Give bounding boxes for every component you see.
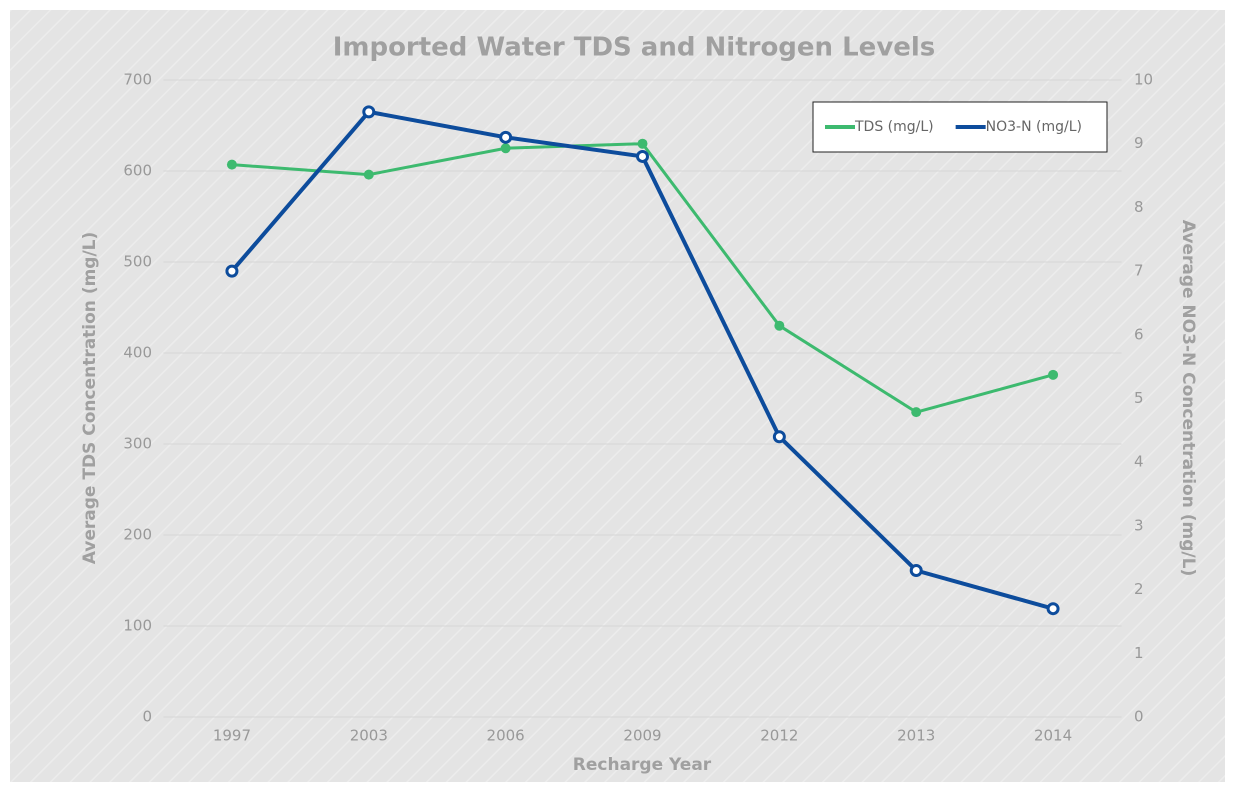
y2-tick-label: 8 [1134,198,1144,216]
y-axis-title: Average TDS Concentration (mg/L) [80,232,100,565]
x-axis-title: Recharge Year [573,755,712,775]
x-tick-label: 2009 [623,727,661,745]
y-tick-label: 200 [123,526,152,544]
y2-tick-label: 3 [1134,516,1144,534]
y2-tick-label: 1 [1134,644,1144,662]
y-tick-label: 100 [123,617,152,635]
point [499,130,513,144]
x-tick-label: 2003 [350,727,388,745]
point [363,169,374,180]
x-tick-label: 2013 [897,727,935,745]
x-tick-label: 2006 [487,727,525,745]
point [909,563,923,577]
legend-label: TDS (mg/L) [854,119,934,135]
point [774,320,785,331]
point [226,159,237,170]
chart-title: Imported Water TDS and Nitrogen Levels [333,33,936,63]
y2-tick-label: 0 [1134,708,1144,726]
point [637,138,648,149]
y2-axis-title: Average NO3-N Concentration (mg/L) [1178,220,1198,576]
x-tick-label: 1997 [213,727,251,745]
y2-tick-label: 6 [1134,325,1144,343]
y2-tick-label: 10 [1134,71,1153,89]
y2-tick-label: 4 [1134,453,1144,471]
point [1046,602,1060,616]
point [362,105,376,119]
y2-tick-label: 7 [1134,262,1144,280]
point [1048,369,1059,380]
point [225,264,239,278]
legend-label: NO3-N (mg/L) [986,119,1082,135]
point [500,143,511,154]
y-tick-label: 300 [123,435,152,453]
point [636,149,649,163]
point [772,430,786,444]
legend: TDS (mg/L) NO3-N (mg/L) [812,101,1108,153]
y-tick-label: 0 [142,708,152,726]
y-tick-label: 600 [123,162,152,180]
y2-tick-label: 2 [1134,580,1144,598]
x-tick-label: 2014 [1034,727,1072,745]
x-tick-label: 2012 [760,727,798,745]
point [911,407,922,418]
y-tick-label: 700 [123,71,152,89]
y2-tick-label: 5 [1134,389,1144,407]
y-tick-label: 500 [123,253,152,271]
y-tick-label: 400 [123,344,152,362]
y2-tick-label: 9 [1134,134,1144,152]
